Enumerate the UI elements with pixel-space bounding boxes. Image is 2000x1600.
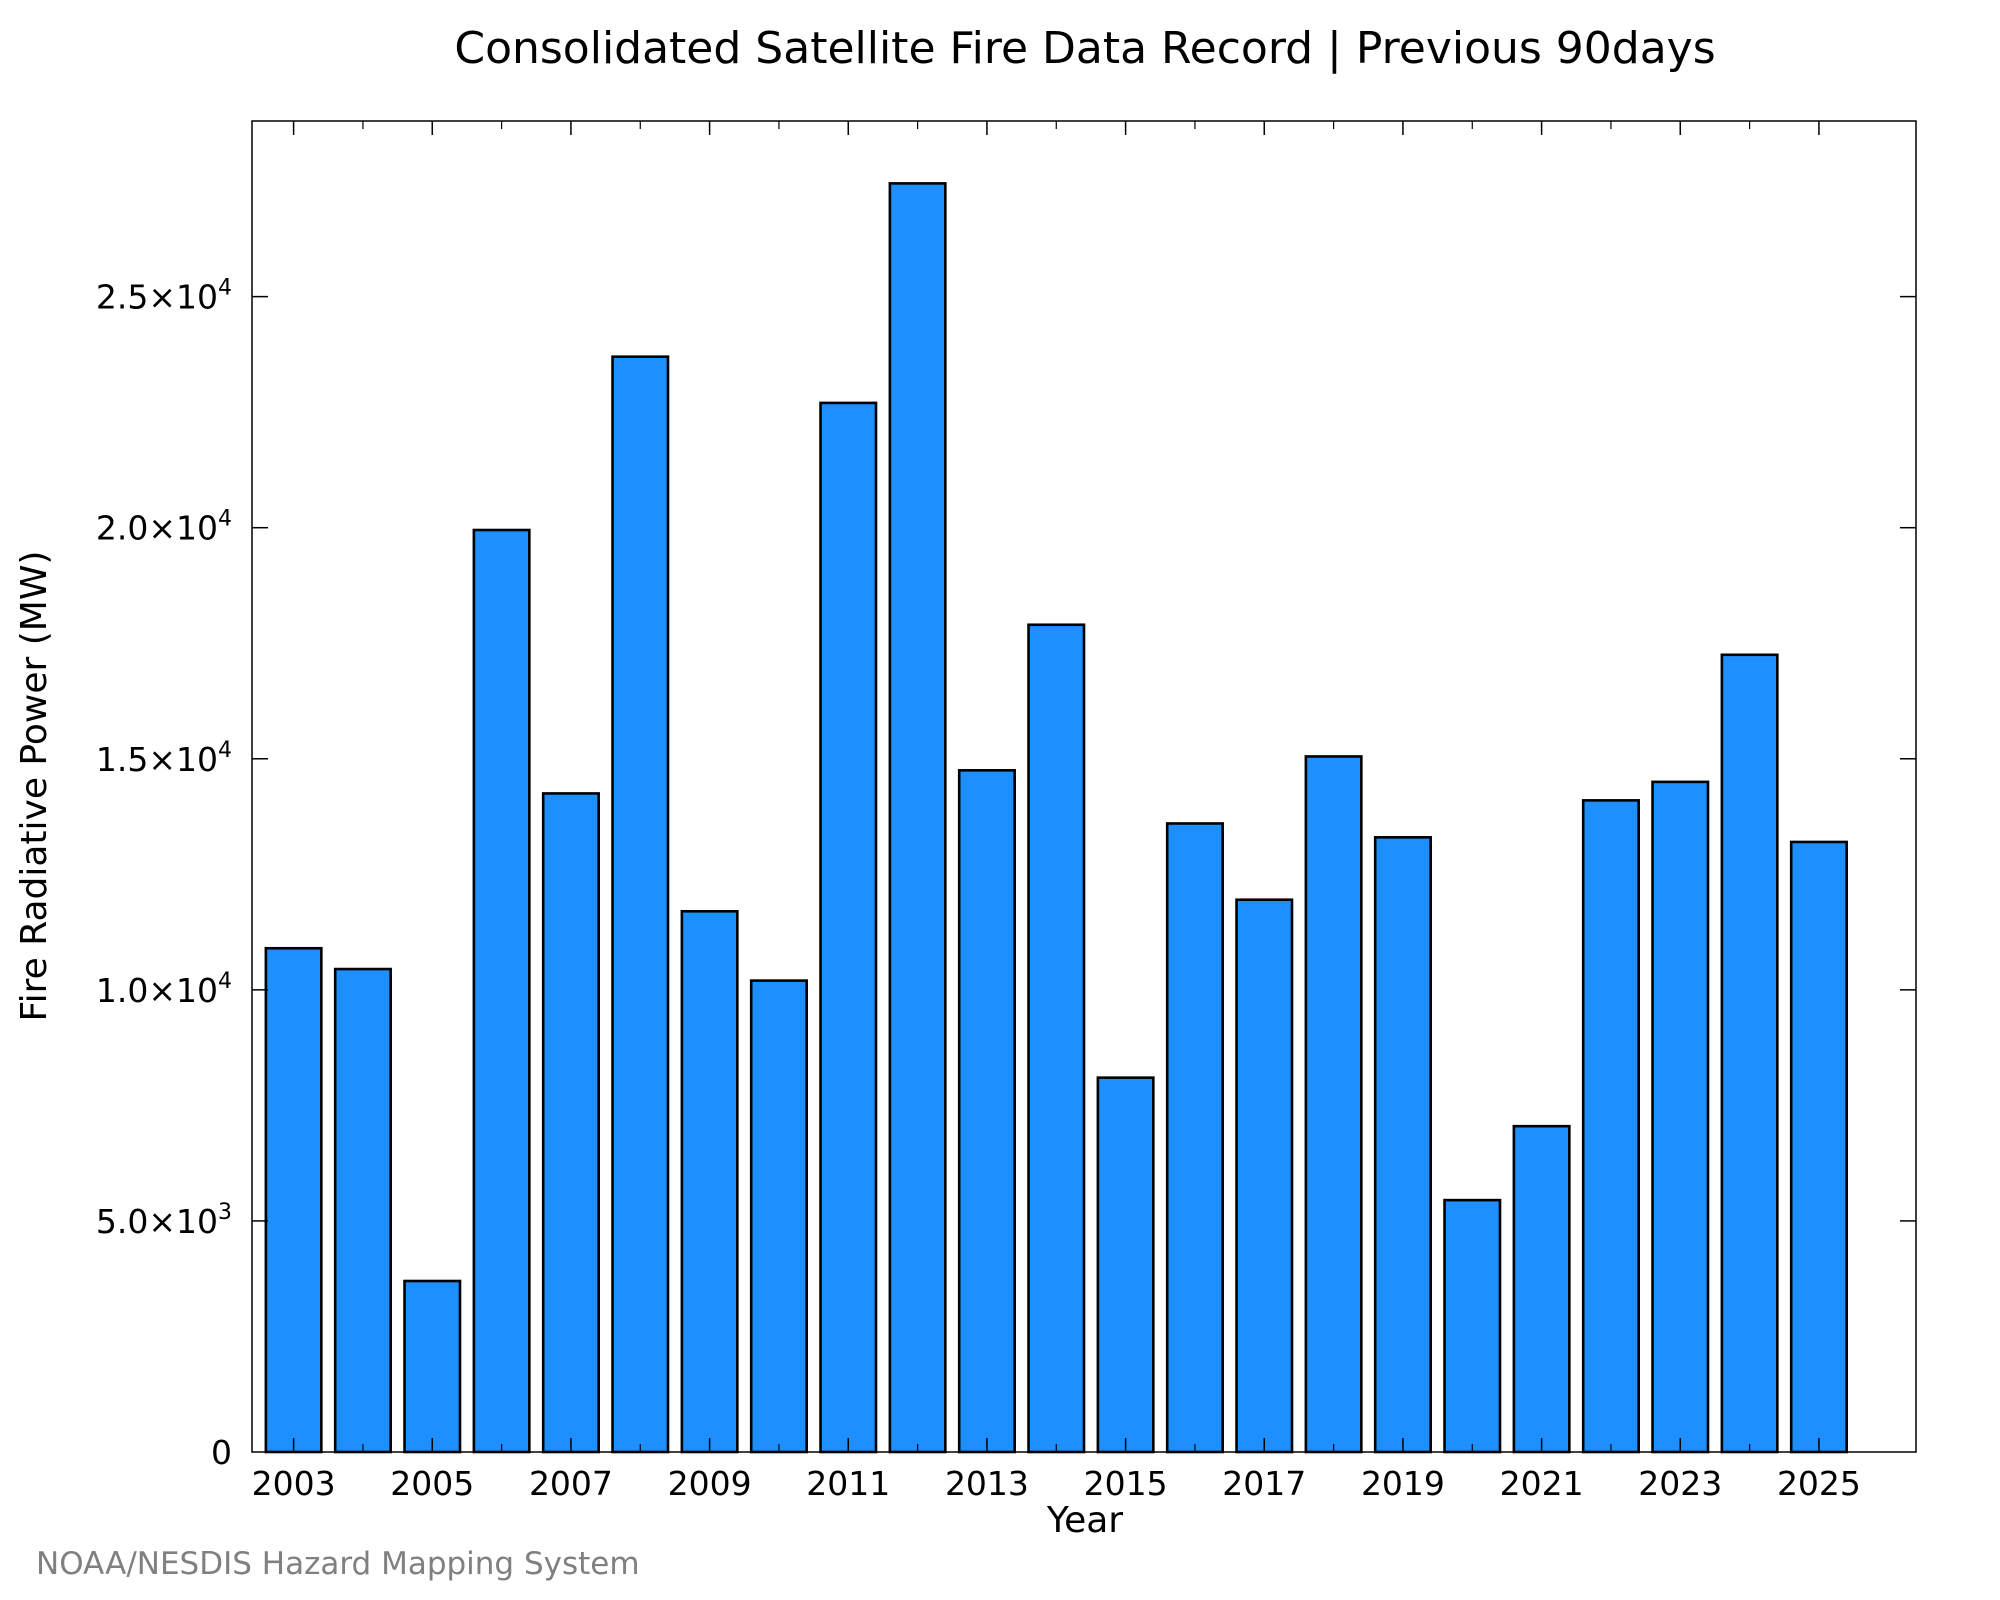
y-tick-label: 1.5×104 [96, 738, 232, 779]
y-tick-label: 2.5×104 [96, 276, 232, 317]
bar-2004 [333, 967, 392, 1454]
bar-2020 [1443, 1198, 1502, 1454]
y-ticks-group: 0 5.0×103 1.0×104 1.5×104 2.0×104 2.5×104 [96, 276, 1916, 1472]
bar-2005 [403, 1279, 462, 1454]
bar-2017 [1235, 898, 1294, 1454]
x-tick-label: 2011 [806, 1464, 890, 1503]
y-tick-label: 2.0×104 [96, 507, 232, 548]
bar-2012 [888, 182, 947, 1454]
bar-2010 [749, 979, 808, 1454]
x-tick-label: 2013 [945, 1464, 1029, 1503]
bar-2022 [1581, 799, 1640, 1454]
x-ticks-group: 2003 2005 2007 2009 2011 2013 2015 2017 2019 2021… [252, 121, 1861, 1503]
x-tick-label: 2009 [668, 1464, 752, 1503]
bars-group [264, 182, 1848, 1454]
bar-2018 [1304, 755, 1363, 1454]
bar-2006 [472, 528, 531, 1454]
bar-2008 [611, 355, 670, 1454]
x-tick-label: 2025 [1777, 1464, 1861, 1503]
bar-2014 [1027, 623, 1086, 1454]
x-tick-label: 2003 [252, 1464, 336, 1503]
x-tick-label: 2019 [1361, 1464, 1445, 1503]
bar-2021 [1512, 1124, 1571, 1454]
source-credit: NOAA/NESDIS Hazard Mapping System [36, 1546, 640, 1582]
y-tick-label: 5.0×103 [96, 1200, 232, 1241]
x-tick-label: 2023 [1638, 1464, 1722, 1503]
x-tick-label: 2017 [1222, 1464, 1306, 1503]
y-axis-label: Fire Radiative Power (MW) [14, 551, 55, 1022]
bar-2013 [957, 769, 1016, 1454]
bar-2007 [541, 792, 600, 1454]
x-tick-label: 2007 [529, 1464, 613, 1503]
bar-2003 [264, 946, 323, 1454]
bar-2009 [680, 909, 739, 1454]
bar-2025 [1789, 840, 1848, 1454]
bar-2024 [1720, 653, 1779, 1454]
y-tick-label: 1.0×104 [96, 969, 232, 1010]
bar-2019 [1373, 836, 1432, 1454]
x-tick-label: 2005 [390, 1464, 474, 1503]
plot-frame [251, 120, 1917, 1453]
bar-2011 [819, 401, 878, 1454]
chart-title: Consolidated Satellite Fire Data Record … [454, 23, 1715, 74]
bar-2016 [1165, 822, 1224, 1454]
x-tick-label: 2021 [1500, 1464, 1584, 1503]
y-tick-label: 0 [211, 1433, 232, 1472]
bar-2023 [1651, 780, 1710, 1454]
x-tick-label: 2015 [1084, 1464, 1168, 1503]
bar-2015 [1096, 1076, 1155, 1454]
x-axis-label: Year [1046, 1500, 1123, 1541]
